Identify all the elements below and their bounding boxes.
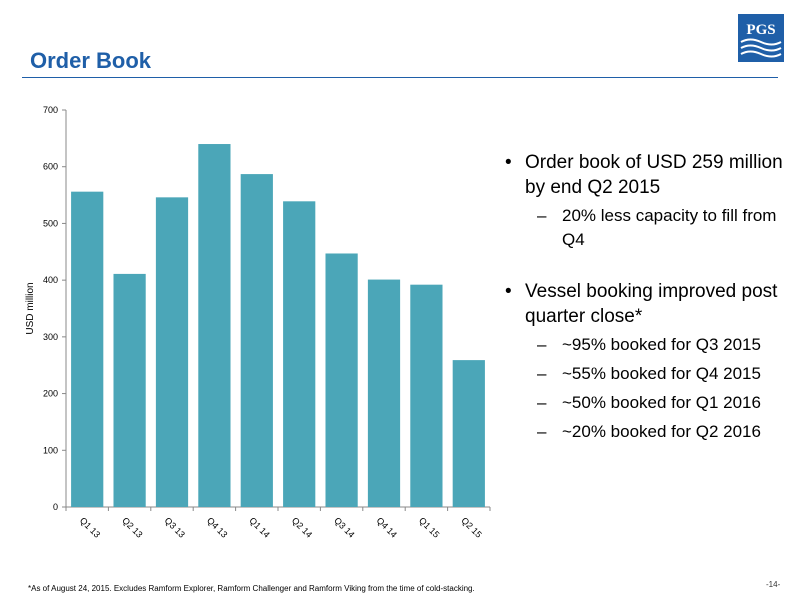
y-tick-label: 700	[43, 105, 58, 115]
pgs-logo-text: PGS	[746, 22, 775, 38]
x-tick-label: Q2 14	[290, 515, 314, 539]
bar	[71, 191, 104, 507]
sub-bullet-text: ~50% booked for Q1 2016	[562, 393, 761, 412]
y-tick-label: 0	[53, 502, 58, 512]
y-tick-label: 100	[43, 445, 58, 455]
sub-bullet-text: ~20% booked for Q2 2016	[562, 422, 761, 441]
y-tick-label: 600	[43, 162, 58, 172]
page-number: -14-	[766, 580, 781, 589]
sub-bullet-dash: –	[537, 393, 547, 412]
y-tick-label: 300	[43, 332, 58, 342]
bullet-dot: •	[505, 152, 512, 173]
x-tick-label: Q1 15	[417, 515, 441, 539]
bullet-order-book: • Order book of USD 259 million by end Q…	[505, 150, 785, 200]
x-tick-label: Q4 13	[205, 515, 229, 539]
sub-bullet-text: ~95% booked for Q3 2015	[562, 335, 761, 354]
sub-bullet-dash: –	[537, 422, 547, 441]
sub-bullet-capacity: – 20% less capacity to fill from Q4	[505, 204, 785, 252]
page-title: Order Book	[30, 48, 152, 73]
x-tick-label: Q3 14	[332, 515, 356, 539]
bar	[410, 284, 443, 507]
bullet-vessel-booking: • Vessel booking improved post quarter c…	[505, 279, 785, 329]
bar	[325, 253, 358, 507]
bar	[155, 197, 189, 507]
sub-bullet-dash: –	[537, 206, 547, 225]
bar	[198, 144, 231, 507]
y-axis-label: USD million	[25, 282, 36, 334]
bullet-dot: •	[505, 281, 512, 302]
sub-bullet-text: ~55% booked for Q4 2015	[562, 364, 761, 383]
x-tick-label: Q4 14	[375, 515, 399, 539]
y-tick-label: 500	[43, 218, 58, 228]
y-tick-label: 400	[43, 275, 58, 285]
bullet-list: • Order book of USD 259 million by end Q…	[505, 150, 785, 449]
title-divider	[22, 77, 778, 78]
sub-bullet-q2-2016: – ~20% booked for Q2 2016	[505, 420, 785, 444]
pgs-logo: PGS	[738, 14, 784, 62]
sub-bullet-dash: –	[537, 364, 547, 383]
bullet-text: Order book of USD 259 million by end Q2 …	[525, 152, 783, 198]
bar	[452, 360, 485, 507]
bar	[367, 279, 401, 507]
x-tick-label: Q2 13	[120, 515, 144, 539]
sub-bullet-q4-2015: – ~55% booked for Q4 2015	[505, 362, 785, 386]
x-tick-label: Q3 13	[163, 515, 187, 539]
x-tick-label: Q1 13	[78, 515, 102, 539]
sub-bullet-q1-2016: – ~50% booked for Q1 2016	[505, 391, 785, 415]
bar	[283, 201, 316, 507]
bar	[113, 273, 146, 507]
sub-bullet-dash: –	[537, 335, 547, 354]
footnote: *As of August 24, 2015. Excludes Ramform…	[28, 584, 475, 593]
bar	[240, 174, 273, 507]
bullet-text: Vessel booking improved post quarter clo…	[525, 281, 778, 327]
y-tick-label: 200	[43, 389, 58, 399]
x-tick-label: Q2 15	[459, 515, 483, 539]
x-tick-label: Q1 14	[247, 515, 271, 539]
sub-bullet-q3-2015: – ~95% booked for Q3 2015	[505, 333, 785, 357]
sub-bullet-text: 20% less capacity to fill from Q4	[562, 206, 777, 249]
